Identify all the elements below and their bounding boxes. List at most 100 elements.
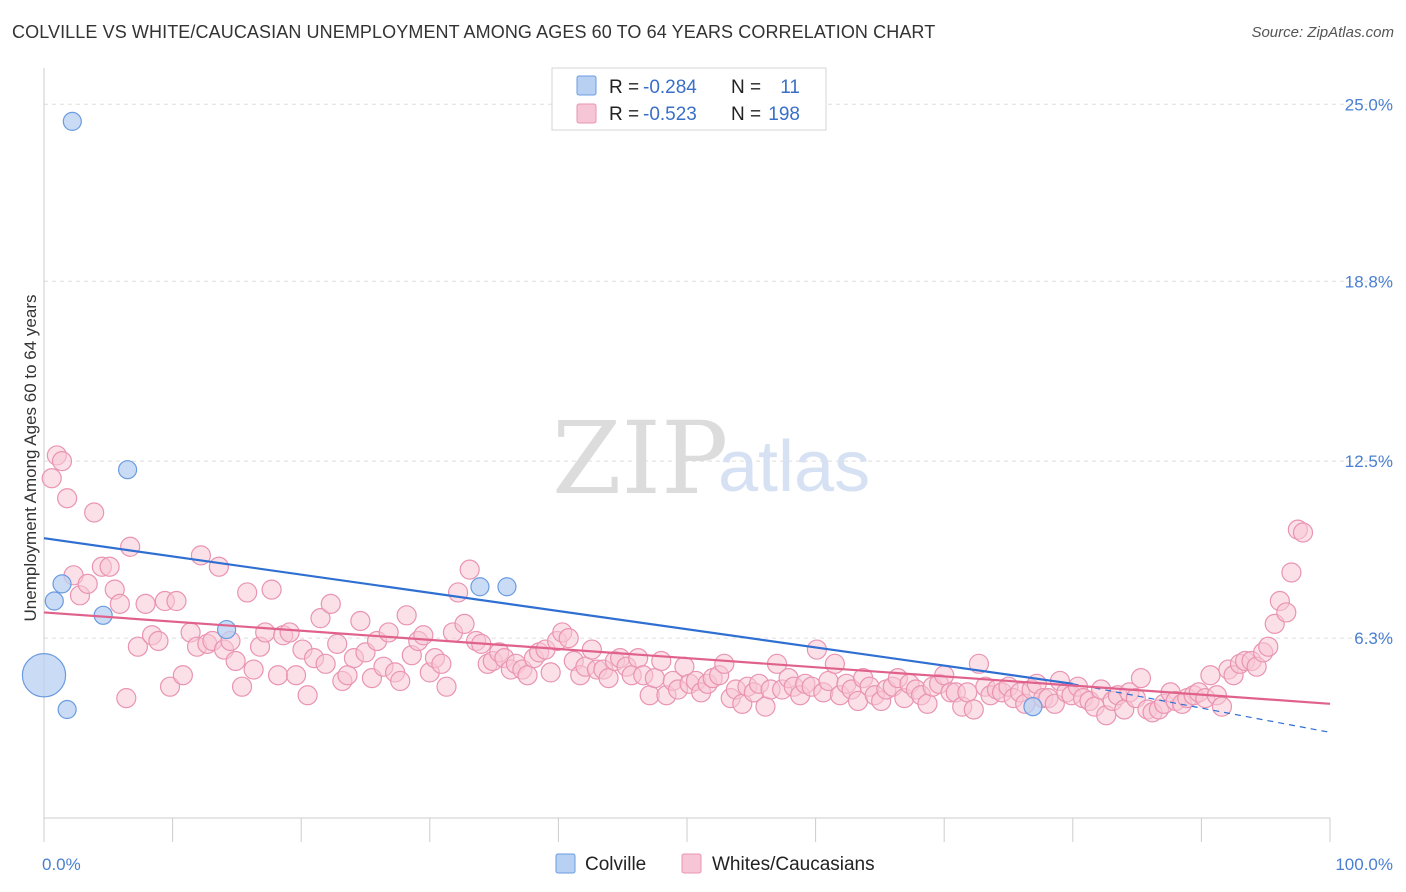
white-caucasian-point [1258, 636, 1279, 657]
colville-point [52, 574, 72, 594]
white-caucasian-point [225, 650, 246, 672]
white-caucasian-point [41, 468, 62, 489]
x-tick-label: 100.0% [1335, 855, 1393, 874]
colville-point [497, 577, 517, 597]
white-caucasian-point [285, 665, 307, 686]
trendlines [43, 537, 1331, 733]
white-caucasian-point [57, 488, 78, 509]
white-caucasian-point [1200, 665, 1221, 686]
gridlines [44, 103, 1392, 639]
source-label: Source: ZipAtlas.com [1251, 24, 1394, 41]
white-caucasian-point [159, 676, 181, 697]
white-caucasian-point [963, 699, 984, 720]
legend-label-white: Whites/Caucasians [712, 854, 875, 875]
white-caucasian-point [824, 653, 845, 674]
chart-title: COLVILLE VS WHITE/CAUCASIAN UNEMPLOYMENT… [12, 22, 936, 42]
white-caucasian-point [540, 662, 561, 683]
white-caucasian-point [598, 668, 619, 689]
legend-r-value: -0.523 [643, 104, 697, 125]
x-tick-labels: 0.0% 100.0% [42, 855, 1393, 874]
legend-swatch-white [681, 853, 702, 874]
white-caucasian-point [459, 559, 480, 580]
colville-points [21, 111, 1043, 720]
white-caucasian-point [243, 659, 264, 680]
legend-swatch-white [576, 103, 597, 124]
white-caucasian-point [116, 687, 137, 709]
legend-swatch-colville [576, 75, 597, 96]
white-caucasian-point [120, 536, 141, 557]
white-caucasian-point [261, 579, 282, 600]
colville-point [44, 591, 64, 611]
white-caucasian-point [84, 502, 105, 523]
white-caucasian-point [51, 451, 73, 472]
white-caucasian-point [517, 665, 538, 686]
white-caucasian-point [99, 556, 120, 577]
white-caucasian-point [315, 653, 336, 674]
white-caucasian-point [208, 556, 229, 577]
legend-n-value: 198 [768, 104, 800, 125]
white-caucasian-point [396, 605, 417, 626]
white-caucasian-point [320, 593, 341, 614]
white-caucasian-point [581, 639, 602, 660]
x-tick-label: 0.0% [42, 855, 81, 874]
white-caucasian-trendline [43, 611, 1331, 705]
white-caucasian-point [237, 582, 258, 603]
colville-trendline [43, 537, 1073, 685]
white-caucasian-point [558, 628, 579, 649]
legend-r-value: -0.284 [643, 77, 697, 98]
series-legend: Colville Whites/Caucasians [555, 853, 875, 875]
white-caucasian-point [454, 613, 475, 634]
white-caucasian-point [957, 682, 978, 703]
white-caucasian-point [651, 650, 672, 672]
colville-point [217, 619, 237, 640]
white-caucasian-point [231, 676, 253, 697]
colville-point [117, 460, 138, 480]
legend-n-value: 11 [780, 77, 800, 98]
white-caucasian-point [714, 653, 735, 674]
colville-point [21, 653, 67, 698]
colville-point [62, 111, 82, 131]
white-caucasian-point [431, 653, 452, 674]
y-tick-label: 18.8% [1345, 272, 1393, 291]
legend-n-label: N = [731, 104, 761, 125]
white-caucasian-point [1276, 602, 1297, 623]
y-tick-label: 25.0% [1345, 95, 1393, 114]
white-caucasian-point [1281, 562, 1302, 583]
white-caucasian-point [166, 590, 187, 612]
legend-r-label: R = [609, 77, 639, 98]
white-caucasian-point [436, 676, 457, 697]
white-caucasian-point [350, 610, 371, 632]
watermark-zip: ZIP [552, 400, 728, 517]
colville-point [57, 699, 77, 720]
white-caucasian-point [1292, 522, 1314, 543]
colville-point [1023, 697, 1043, 717]
white-caucasian-point [255, 622, 276, 643]
axes [43, 68, 1331, 842]
watermark-atlas: atlas [718, 427, 870, 507]
legend-r-label: R = [609, 104, 639, 125]
white-caucasian-point [172, 665, 193, 686]
white-caucasian-point [279, 622, 300, 643]
white-caucasian-point [310, 608, 331, 629]
white-caucasian-point [968, 653, 990, 674]
white-caucasian-point [327, 633, 348, 654]
white-caucasian-point [1130, 668, 1152, 689]
white-caucasian-point [127, 636, 148, 657]
legend-n-label: N = [731, 77, 761, 98]
legend-label-colville: Colville [585, 854, 646, 875]
white-caucasian-point [413, 625, 434, 646]
white-caucasian-point [297, 685, 318, 706]
white-caucasian-point [267, 665, 289, 686]
correlation-legend: R = -0.284 N = 11 R = -0.523 N = 198 [551, 67, 827, 131]
white-caucasian-point [917, 693, 938, 714]
y-tick-label: 6.3% [1354, 629, 1393, 648]
white-caucasian-point [109, 593, 130, 614]
y-tick-labels: 6.3% 12.5% 18.8% 25.0% [1345, 95, 1393, 648]
white-caucasian-point [628, 648, 649, 669]
y-tick-label: 12.5% [1345, 452, 1393, 471]
white-caucasian-point [77, 573, 98, 594]
white-caucasian-point [337, 665, 358, 686]
colville-point [470, 577, 490, 597]
legend-swatch-colville [555, 853, 576, 874]
